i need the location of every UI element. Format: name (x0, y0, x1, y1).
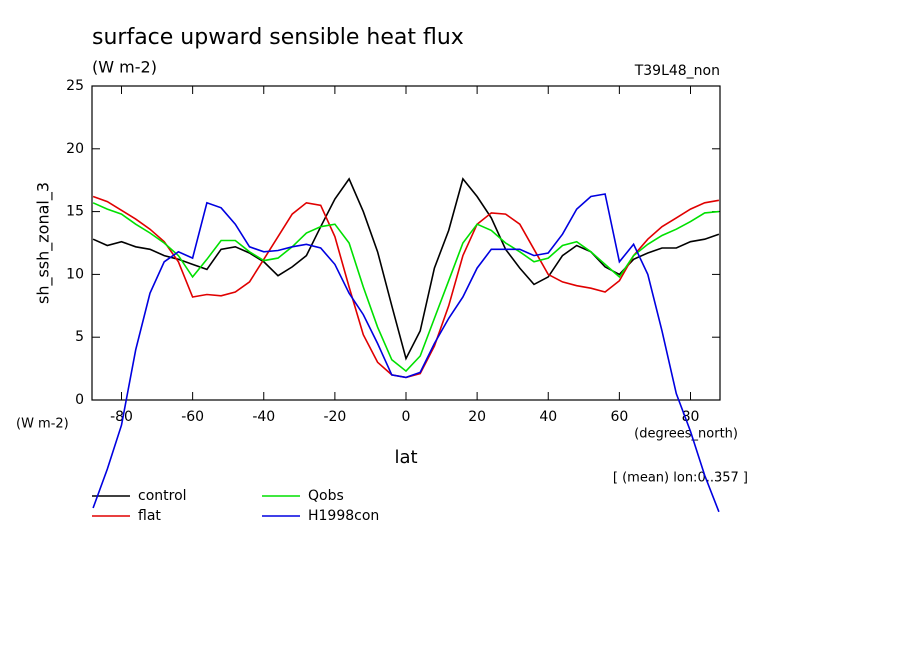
legend-label: Qobs (308, 488, 344, 504)
legend-label: H1998con (308, 508, 379, 524)
series-line (92, 193, 720, 513)
y-tick-label: 20 (66, 141, 84, 157)
y-tick-label: 25 (66, 78, 84, 94)
annotation: T39L48_non (634, 63, 720, 79)
chart-title: surface upward sensible heat flux (92, 25, 464, 50)
y-units: (W m-2) (16, 417, 69, 432)
series-line (92, 195, 720, 379)
y-tick-label: 0 (75, 392, 84, 408)
legend-label: flat (138, 508, 161, 524)
x-axis-label: lat (394, 447, 417, 468)
x-tick-label: 20 (468, 409, 486, 425)
x-tick-label: -40 (252, 409, 275, 425)
x-tick-label: -20 (323, 409, 346, 425)
series-line (92, 202, 719, 373)
chart-subtitle: (W m-2) (92, 58, 157, 77)
plot-frame (91, 85, 721, 401)
y-tick-label: 5 (75, 329, 84, 345)
y-axis-label: sh_ssh_zonal_3 (34, 182, 54, 304)
y-tick-label: 10 (66, 266, 84, 282)
x-tick-label: 60 (610, 409, 628, 425)
x-tick-label: 40 (539, 409, 557, 425)
x-tick-label: 0 (402, 409, 411, 425)
y-tick-label: 15 (66, 204, 84, 220)
x-tick-label: -60 (181, 409, 204, 425)
x-units: (degrees_north) (634, 427, 738, 442)
note: [ (mean) lon:0..357 ] (613, 471, 748, 486)
legend-label: control (138, 488, 187, 504)
x-tick-label: -80 (110, 409, 133, 425)
